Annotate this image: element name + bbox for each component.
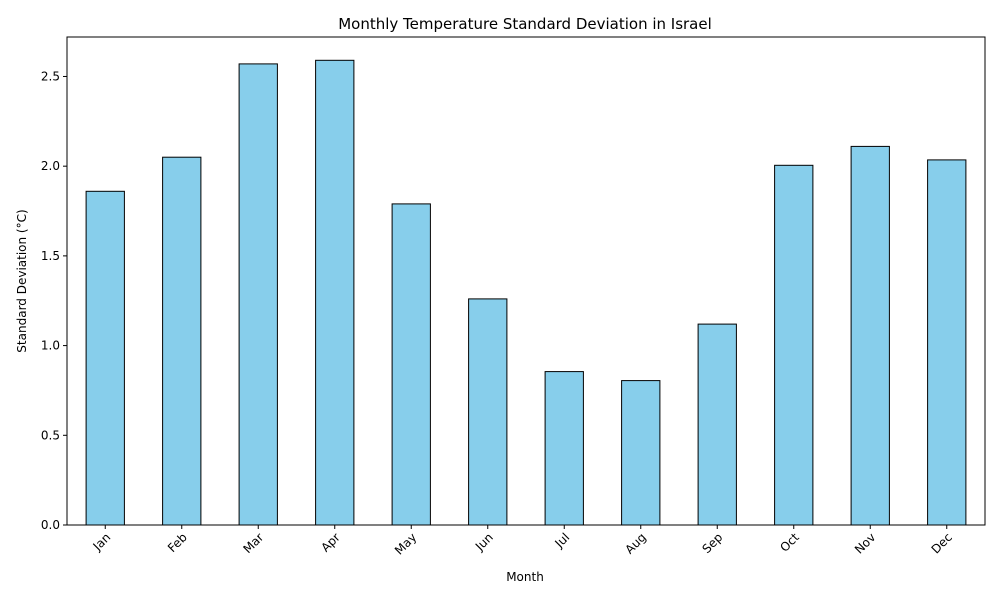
bar-jul [544, 371, 584, 526]
bar-jan [85, 190, 125, 526]
bar-sep [697, 323, 737, 526]
x-tick-label: Jan [90, 530, 114, 554]
x-tick-label: Jul [552, 530, 573, 551]
x-tick-label: Oct [777, 530, 802, 555]
x-tick-label: Aug [622, 530, 648, 556]
y-axis-label: Standard Deviation (°C) [15, 209, 29, 352]
y-tick-label: 2.0 [41, 159, 60, 173]
x-tick-label: Jun [472, 530, 496, 554]
bar-jun [468, 298, 508, 526]
bar-feb [162, 156, 202, 526]
y-tick-label: 2.5 [41, 69, 60, 83]
bar-oct [774, 164, 814, 526]
y-tick-label: 0.5 [41, 428, 60, 442]
bar-dec [927, 159, 967, 526]
bar-may [391, 203, 431, 526]
bar-mar [238, 63, 278, 526]
y-axis-ticks: 0.0 0.5 1.0 1.5 2.0 2.5 [41, 69, 67, 532]
bar-nov [850, 145, 890, 526]
y-tick-label: 0.0 [41, 518, 60, 532]
bar-apr [315, 59, 355, 526]
x-tick-label: Apr [318, 530, 343, 555]
x-tick-label: May [392, 530, 419, 557]
bar-aug [621, 380, 661, 526]
bars-group [85, 59, 967, 526]
x-tick-label: Nov [852, 530, 878, 556]
y-tick-label: 1.5 [41, 249, 60, 263]
x-tick-label: Feb [165, 530, 190, 555]
x-tick-label: Dec [929, 530, 955, 556]
chart-title: Monthly Temperature Standard Deviation i… [338, 15, 712, 33]
plot-frame [66, 36, 986, 526]
x-tick-label: Mar [240, 530, 266, 556]
x-axis-label: Month [506, 570, 544, 584]
x-axis-ticks: Jan Feb Mar Apr May Jun Jul Aug Sep Oct Nov Dec [90, 525, 955, 558]
x-tick-label: Sep [699, 530, 725, 556]
y-tick-label: 1.0 [41, 339, 60, 353]
